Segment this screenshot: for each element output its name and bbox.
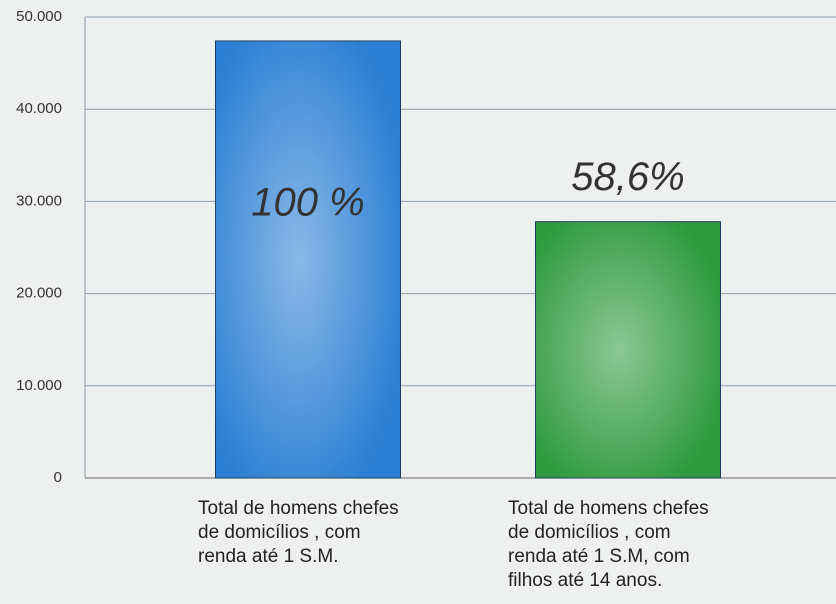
y-tick-label: 40.000: [16, 100, 62, 117]
bar-annotation: 100 %: [251, 181, 364, 225]
x-tick-label: Total de homens chefes de domicílios , c…: [198, 498, 399, 567]
y-tick-label: 30.000: [16, 192, 62, 209]
bar-shine: [535, 221, 721, 478]
y-tick-label: 20.000: [16, 285, 62, 302]
y-tick-label: 50.000: [16, 8, 62, 25]
y-tick-label: 10.000: [16, 377, 62, 394]
bar-annotation: 58,6%: [571, 155, 684, 199]
x-tick-label: Total de homens chefes de domicílios , c…: [508, 498, 709, 591]
bar-shine: [215, 40, 401, 479]
y-tick-label: 0: [54, 469, 62, 486]
